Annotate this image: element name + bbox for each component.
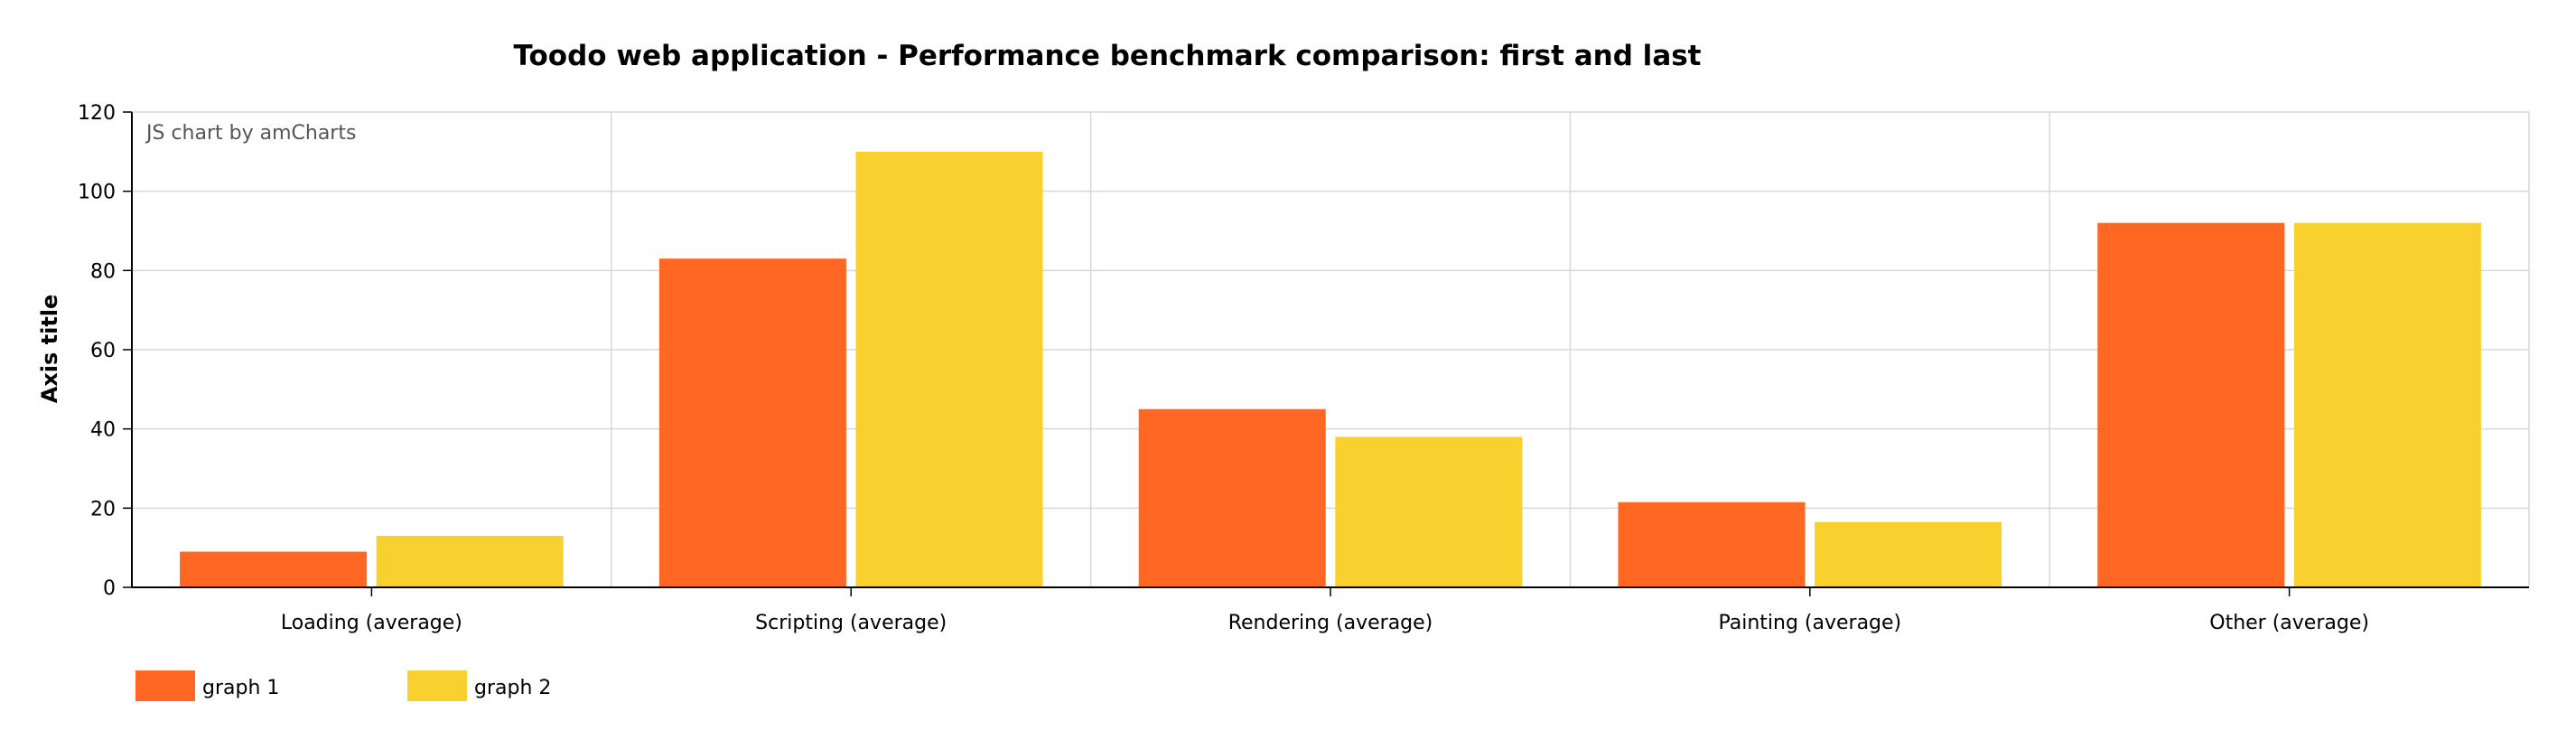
y-tick-label: 0 (103, 577, 116, 600)
legend-swatch-1[interactable] (135, 670, 195, 701)
bars (180, 151, 2481, 588)
y-tick-label: 80 (90, 260, 116, 283)
bar-2-1[interactable] (376, 536, 564, 587)
chart-credit[interactable]: JS chart by amCharts (145, 122, 356, 145)
y-tick-label: 120 (78, 102, 116, 125)
legend-label-2[interactable]: graph 2 (474, 677, 551, 699)
bar-1-5[interactable] (2097, 222, 2285, 587)
chart-title: Toodo web application - Performance benc… (513, 40, 1701, 72)
legend: graph 1 graph 2 (135, 670, 551, 701)
y-tick-label: 40 (90, 419, 116, 442)
x-tick-label: Loading (average) (281, 612, 462, 634)
bar-2-3[interactable] (1335, 436, 1523, 587)
x-tick-label: Scripting (average) (755, 612, 947, 634)
bar-2-4[interactable] (1815, 521, 2002, 587)
bar-1-1[interactable] (180, 551, 368, 587)
x-tick-label: Rendering (average) (1228, 612, 1433, 634)
y-tick-label: 100 (78, 182, 116, 204)
y-tick-label: 60 (90, 340, 116, 362)
y-tick-label: 20 (90, 498, 116, 520)
bar-1-2[interactable] (658, 258, 846, 587)
legend-swatch-2[interactable] (407, 670, 467, 701)
y-axis-title: Axis title (37, 295, 62, 404)
bar-1-4[interactable] (1618, 502, 1806, 587)
bar-2-5[interactable] (2293, 222, 2481, 587)
grid (131, 111, 2530, 588)
x-tick-label: Other (average) (2209, 612, 2369, 634)
legend-label-1[interactable]: graph 1 (202, 677, 279, 699)
x-tick-label: Painting (average) (1718, 612, 1901, 634)
bar-1-3[interactable] (1138, 408, 1326, 587)
axes: 0 20 40 60 80 100 120 Loading (average) Scriptin… (78, 102, 2529, 634)
bar-2-2[interactable] (855, 151, 1043, 588)
